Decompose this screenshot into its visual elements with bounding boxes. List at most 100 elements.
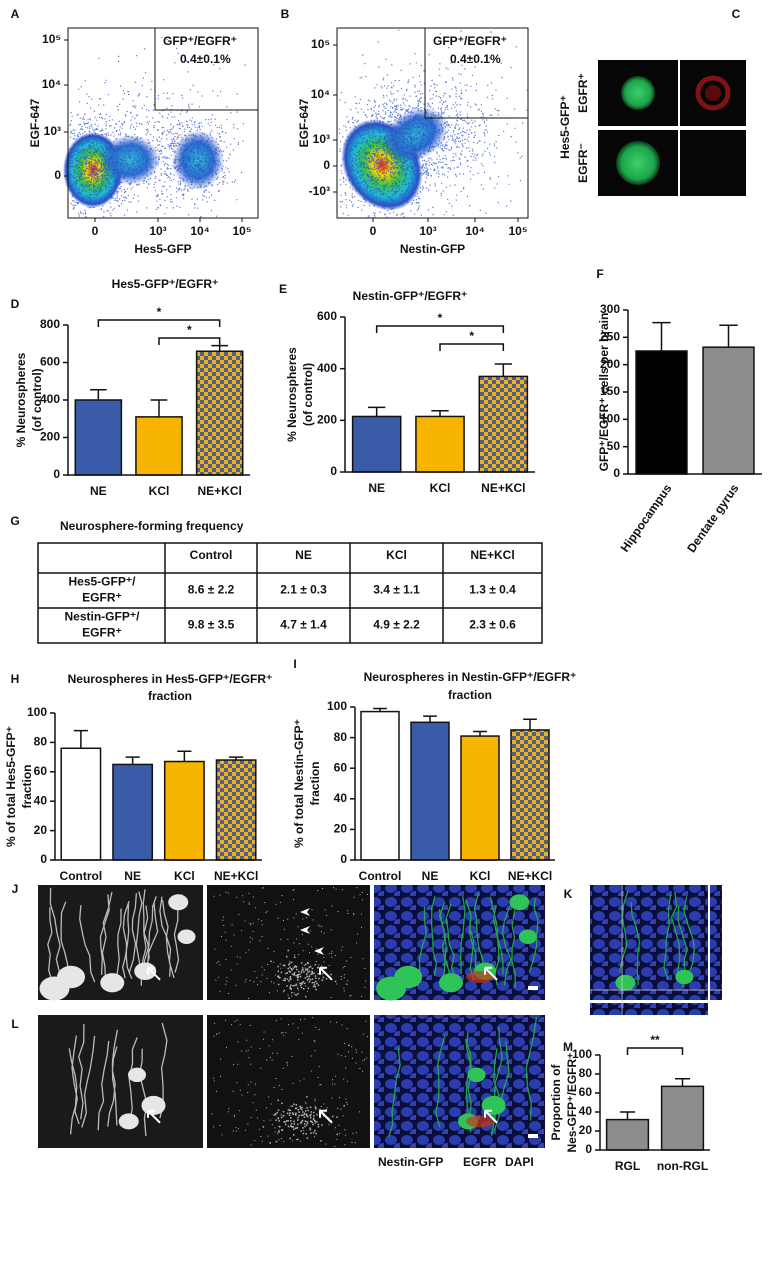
- y-axis-label: (of control): [301, 363, 315, 426]
- arrowhead: [314, 947, 324, 955]
- bar: [60, 747, 102, 861]
- panel-label: G: [10, 514, 19, 528]
- significance-bracket: [375, 325, 505, 333]
- y-tick-label: 60: [34, 764, 48, 778]
- y-tick-label: 20: [579, 1123, 593, 1137]
- x-tick-label: Control: [359, 869, 402, 883]
- bar: [605, 1118, 650, 1151]
- significance-bracket: [97, 319, 221, 327]
- gate-percentage: 0.4±0.1%: [180, 52, 231, 66]
- y-tick-label: 600: [40, 355, 60, 369]
- y-tick-label: 10³: [313, 132, 330, 146]
- y-axis-label: Proportion of: [549, 1064, 563, 1141]
- y-tick-label: 0: [40, 852, 47, 866]
- process-fibers: [47, 887, 183, 990]
- bar: [351, 415, 402, 473]
- table-cell: 2.3 ± 0.6: [469, 618, 516, 632]
- y-tick-label: 20: [34, 823, 48, 837]
- scale-bar: [528, 986, 538, 990]
- bar: [215, 759, 257, 861]
- y-tick-label: 200: [317, 413, 337, 427]
- x-tick-label: NE: [90, 484, 107, 498]
- x-tick-label: 10⁴: [465, 224, 484, 238]
- row-header: EGFR⁺: [82, 626, 122, 640]
- y-tick-label: 80: [334, 730, 348, 744]
- chart-title: fraction: [148, 689, 192, 703]
- table-cell: 9.8 ± 3.5: [188, 618, 235, 632]
- cell-body: [134, 962, 157, 981]
- x-tick-label: NE: [368, 481, 385, 495]
- y-tick-label: 150: [600, 384, 620, 398]
- bar: [635, 350, 688, 475]
- significance-label: **: [650, 1033, 660, 1047]
- row-label: EGFR⁻: [576, 143, 590, 183]
- axis-line: [67, 325, 250, 476]
- y-tick-label: 600: [317, 309, 337, 323]
- panel-label: L: [11, 1017, 18, 1031]
- egfr-merge: [466, 971, 495, 983]
- cell-body: [615, 974, 636, 991]
- x-axis-label: Nestin-GFP: [400, 242, 465, 256]
- x-tick-label: 10⁵: [509, 224, 528, 238]
- bar: [360, 710, 400, 861]
- bar: [478, 375, 529, 473]
- row-header: EGFR⁺: [82, 591, 122, 605]
- row-header: Nestin-GFP⁺/: [64, 610, 140, 624]
- error-bar: [423, 715, 437, 723]
- panel-label: C: [732, 7, 741, 21]
- y-tick-label: 100: [572, 1047, 592, 1061]
- bar: [163, 760, 205, 861]
- micrograph-egfr: [207, 885, 370, 1000]
- gate-percentage: 0.4±0.1%: [450, 52, 501, 66]
- stain-legend: Nestin-GFP: [378, 1155, 443, 1169]
- axis-line: [354, 707, 555, 861]
- x-tick-label: NE: [124, 869, 141, 883]
- error-bar: [619, 1111, 636, 1120]
- process-fibers: [618, 890, 695, 988]
- gate: [154, 28, 258, 111]
- table-cell: 3.4 ± 1.1: [373, 583, 420, 597]
- x-tick-label: NE+KCl: [481, 481, 525, 495]
- panel-label: A: [11, 7, 20, 21]
- x-tick-label: 10⁵: [233, 224, 252, 238]
- error-bar: [150, 399, 168, 417]
- egfr-signal: [695, 75, 731, 111]
- cell-body: [518, 929, 537, 944]
- column-header: KCl: [386, 548, 407, 562]
- table-cell: 4.7 ± 1.4: [280, 618, 327, 632]
- y-tick-label: 60: [334, 760, 348, 774]
- bar: [660, 1085, 705, 1151]
- group-label: Hes5-GFP⁺: [558, 95, 572, 159]
- y-axis-label: (of control): [30, 368, 44, 431]
- x-tick-label: RGL: [615, 1159, 640, 1173]
- y-axis-label: GFP⁺/EGFR⁺ cells per brain: [597, 313, 611, 472]
- arrow: [484, 1109, 498, 1124]
- axis-line: [599, 1055, 710, 1151]
- chart-title: Hes5-GFP⁺/EGFR⁺: [112, 277, 219, 291]
- y-tick-label: 250: [600, 330, 620, 344]
- significance-label: *: [469, 329, 474, 343]
- y-tick-label: 0: [585, 1142, 592, 1156]
- density-region: [172, 130, 224, 190]
- plot-frame: [67, 27, 259, 219]
- panel-label: H: [11, 672, 20, 686]
- significance-label: *: [157, 305, 162, 319]
- row-label: EGFR⁺: [576, 73, 590, 113]
- y-tick-label: 10³: [44, 124, 61, 138]
- y-tick-label: 0: [54, 168, 61, 182]
- significance-bracket: [626, 1047, 684, 1055]
- x-tick-label: Control: [60, 869, 103, 883]
- process-fibers: [387, 1017, 538, 1138]
- chart-title: Neurospheres in Hes5-GFP⁺/EGFR⁺: [68, 672, 273, 686]
- y-tick-label: 200: [40, 430, 60, 444]
- event-dots: [69, 36, 246, 219]
- plot-frame: [336, 27, 529, 219]
- y-tick-label: 80: [34, 735, 48, 749]
- y-tick-label: 100: [600, 412, 620, 426]
- chart-title: Nestin-GFP⁺/EGFR⁺: [353, 289, 468, 303]
- table-cell: 1.3 ± 0.4: [469, 583, 516, 597]
- x-tick-label: 0: [370, 224, 377, 238]
- crosshair: [590, 885, 722, 1015]
- micrograph-merge: [374, 1015, 545, 1148]
